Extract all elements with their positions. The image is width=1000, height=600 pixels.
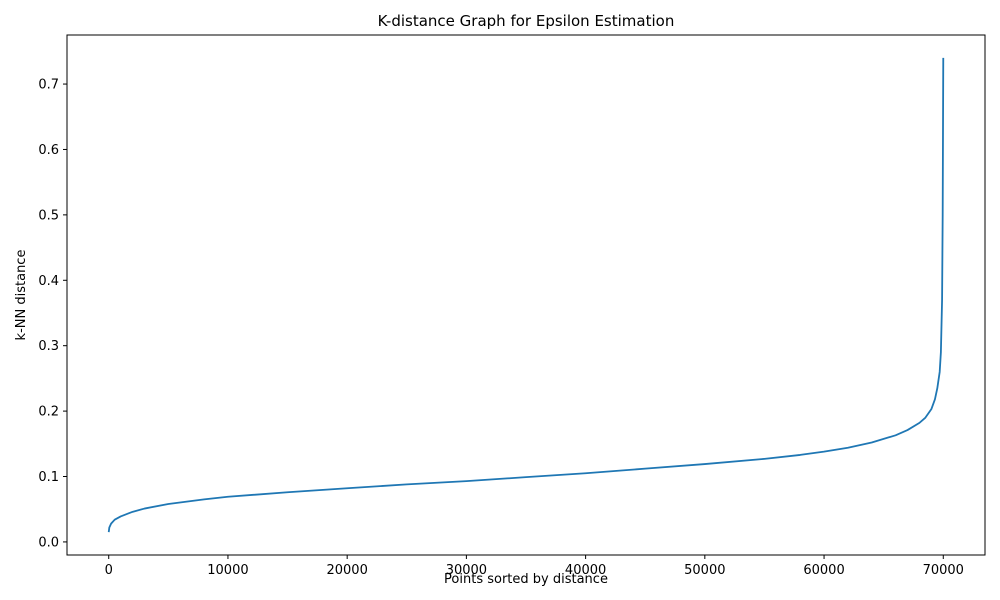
plot-area-frame [66,34,986,556]
series-line [107,57,945,533]
x-axis-label: Points sorted by distance [444,572,608,587]
y-tick-label: 0.6 [38,143,59,158]
chart-title: K-distance Graph for Epsilon Estimation [378,12,675,30]
y-axis-label: k-NN distance [14,250,29,341]
y-tick-label: 0.0 [38,535,59,550]
y-tick-label: 0.1 [38,470,59,485]
series-layer [107,57,945,533]
y-axis: 0.0 0.1 0.2 0.3 0.4 0.5 0.6 0.7 [38,78,67,550]
x-tick-label: 50000 [684,563,725,578]
x-tick-label: 20000 [326,563,367,578]
x-axis: 0 10000 20000 30000 40000 50000 60000 70000 [105,555,964,578]
y-tick-label: 0.4 [38,274,59,289]
x-tick-label: 30000 [446,563,487,578]
y-tick-label: 0.3 [38,339,59,354]
x-tick-label: 10000 [207,563,248,578]
y-tick-label: 0.5 [38,208,59,223]
y-tick-label: 0.2 [38,405,59,420]
x-tick-label: 70000 [923,563,964,578]
y-tick-label: 0.7 [38,78,59,93]
x-tick-label: 0 [105,563,113,578]
x-tick-label: 40000 [565,563,606,578]
x-tick-label: 60000 [803,563,844,578]
